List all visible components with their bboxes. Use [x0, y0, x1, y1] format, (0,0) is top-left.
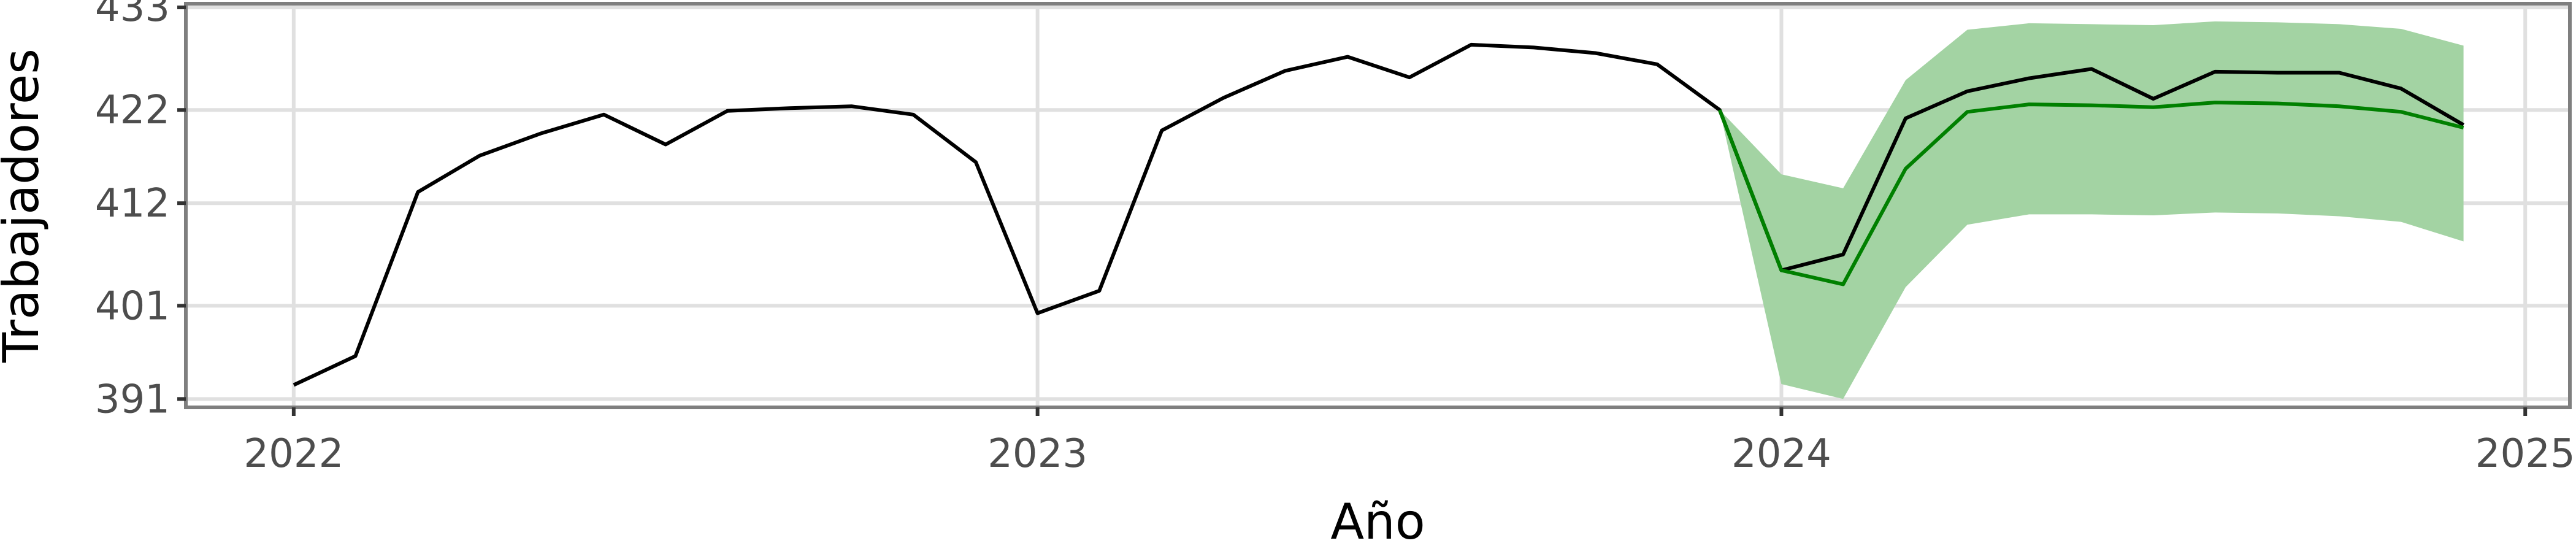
x-axis-title: Año — [1330, 493, 1425, 550]
x-tick-label: 2023 — [987, 431, 1087, 477]
x-tick-label: 2022 — [243, 431, 343, 477]
y-axis-title: Trabajadores — [0, 48, 50, 363]
series-lines — [293, 42, 2465, 387]
x-tick-label: 2024 — [1731, 431, 1831, 477]
y-tick-label: 412 — [95, 181, 170, 226]
y-tick-label: 391 — [95, 377, 170, 422]
axis-ticks — [177, 6, 2528, 416]
x-tick-label: 2025 — [2475, 431, 2575, 477]
y-tick-label: 422 — [95, 88, 170, 133]
plot-panel-border — [184, 2, 2572, 409]
forecast-series-line — [1718, 101, 2464, 287]
y-tick-label: 401 — [95, 283, 170, 329]
axis-tick-labels: 2022 2023 2024 2025 391 401 412 422 433 — [95, 0, 2575, 477]
forecast-interval-band — [1719, 21, 2464, 399]
forecast-interval-area — [1719, 21, 2464, 399]
observed-series-line — [293, 42, 2465, 387]
y-tick-label: 433 — [95, 0, 170, 31]
